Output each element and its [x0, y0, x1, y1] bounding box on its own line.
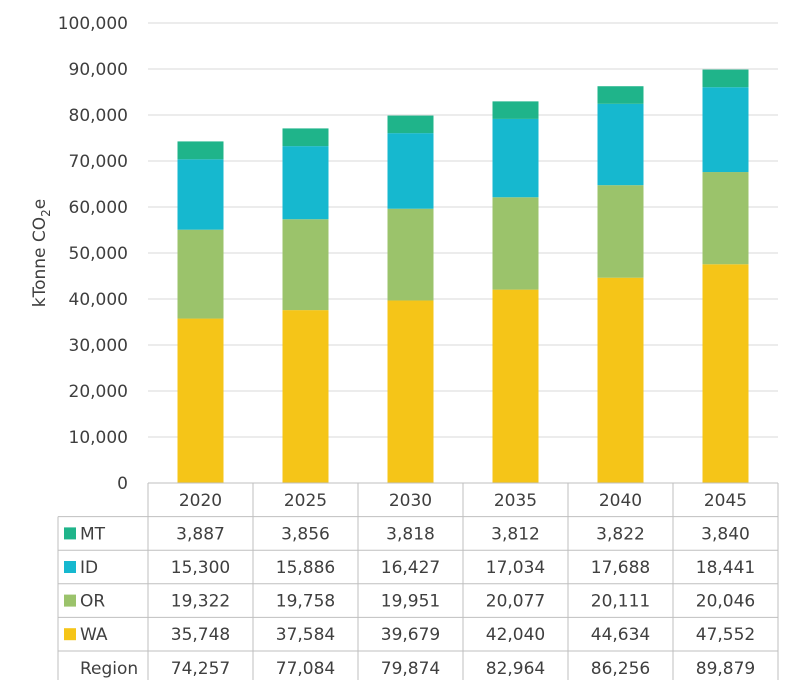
category-label: 2035: [494, 491, 537, 511]
data-label: 18,441: [696, 558, 755, 578]
y-axis: 0 10,000 20,000 30,000 40,000 50,000 60,000 70,…: [58, 14, 128, 494]
bar-or-2030: [387, 208, 434, 301]
bar-id-2035: [492, 118, 539, 198]
series-name: OR: [80, 592, 105, 612]
y-tick-label: 80,000: [69, 106, 128, 126]
data-label: 3,887: [176, 524, 225, 544]
bar-mt-2040: [597, 86, 644, 104]
data-label: 17,034: [486, 558, 545, 578]
bar-or-2040: [597, 185, 644, 278]
bar-mt-2045: [702, 69, 749, 88]
y-tick-label: 50,000: [69, 244, 128, 264]
data-label: 3,856: [281, 524, 330, 544]
data-label: 15,300: [171, 558, 230, 578]
total-label: 74,257: [171, 659, 230, 679]
bar-id-2030: [387, 133, 434, 209]
data-label: 19,322: [171, 592, 230, 612]
y-tick-label: 10,000: [69, 428, 128, 448]
y-tick-label: 100,000: [58, 14, 128, 34]
legend-key-mt: [64, 527, 76, 540]
y-tick-label: 90,000: [69, 60, 128, 80]
y-axis-title: kTonne CO2e: [30, 199, 53, 308]
bar-id-2045: [702, 87, 749, 173]
data-label: 3,822: [596, 524, 645, 544]
category-label: 2045: [704, 491, 747, 511]
data-label: 3,840: [701, 524, 750, 544]
series-name: ID: [80, 558, 98, 578]
data-table: 2020 2025 2030 2035 2040 2045 MT 3,887 3,856 3,81…: [57, 482, 779, 685]
total-label: 77,084: [276, 659, 335, 679]
total-label: 86,256: [591, 659, 650, 679]
data-label: 44,634: [591, 625, 650, 645]
bar-id-2040: [597, 103, 644, 186]
y-tick-label: 30,000: [69, 336, 128, 356]
total-row-name: Region: [80, 659, 138, 679]
data-label: 16,427: [381, 558, 440, 578]
data-label: 20,046: [696, 592, 755, 612]
bar-wa-2020: [177, 318, 224, 483]
bar-or-2020: [177, 229, 224, 319]
data-label: 37,584: [276, 625, 335, 645]
category-label: 2040: [599, 491, 642, 511]
data-label: 42,040: [486, 625, 545, 645]
data-label: 3,812: [491, 524, 540, 544]
bar-wa-2035: [492, 289, 539, 483]
y-tick-label: 70,000: [69, 152, 128, 172]
bar-wa-2030: [387, 300, 434, 483]
category-label: 2025: [284, 491, 327, 511]
bar-mt-2025: [282, 128, 329, 147]
bar-id-2020: [177, 159, 224, 230]
bar-or-2035: [492, 197, 539, 290]
data-label: 15,886: [276, 558, 335, 578]
bar-wa-2040: [597, 277, 644, 483]
gridlines: [148, 22, 778, 438]
data-label: 19,758: [276, 592, 335, 612]
bars: [177, 69, 749, 483]
bar-mt-2035: [492, 101, 539, 119]
data-label: 35,748: [171, 625, 230, 645]
data-label: 47,552: [696, 625, 755, 645]
y-tick-label: 40,000: [69, 290, 128, 310]
legend-key-id: [64, 561, 76, 573]
data-label: 3,818: [386, 524, 435, 544]
y-tick-label: 60,000: [69, 198, 128, 218]
series-name: WA: [80, 625, 108, 645]
data-label: 20,077: [486, 592, 545, 612]
total-label: 89,879: [696, 659, 755, 679]
bar-wa-2045: [702, 264, 749, 483]
category-label: 2020: [179, 491, 222, 511]
data-label: 39,679: [381, 625, 440, 645]
y-tick-label: 20,000: [69, 382, 128, 402]
category-label: 2030: [389, 491, 432, 511]
data-label: 19,951: [381, 592, 440, 612]
total-label: 82,964: [486, 659, 545, 679]
y-tick-label: 0: [117, 474, 128, 494]
bar-or-2045: [702, 172, 749, 265]
data-label: 20,111: [591, 592, 650, 612]
bar-or-2025: [282, 219, 329, 311]
data-label: 17,688: [591, 558, 650, 578]
series-name: MT: [80, 524, 106, 544]
bar-mt-2020: [177, 141, 224, 160]
bar-id-2025: [282, 146, 329, 220]
legend-key-wa: [64, 628, 76, 641]
bar-wa-2025: [282, 310, 329, 483]
bar-mt-2030: [387, 115, 434, 134]
legend-key-or: [64, 594, 76, 607]
total-label: 79,874: [381, 659, 440, 679]
